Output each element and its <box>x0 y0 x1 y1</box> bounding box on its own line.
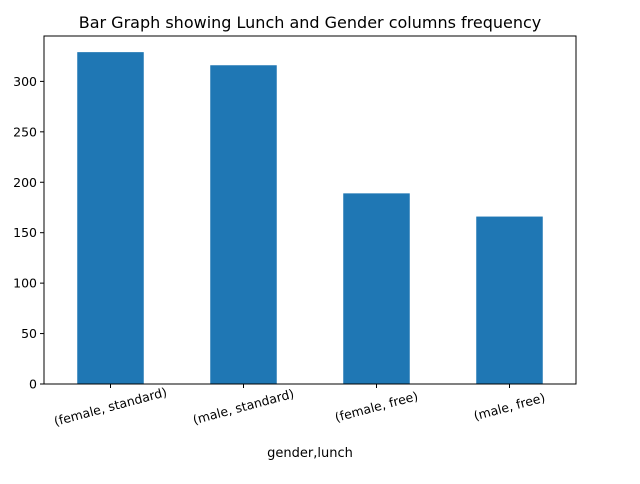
x-tick-label: (female, standard) <box>52 384 168 429</box>
y-axis-ticks: 0 50 100 150 200 250 300 <box>13 74 44 392</box>
bar-0 <box>77 52 144 384</box>
plot-frame <box>43 35 577 385</box>
y-tick-label: 300 <box>13 74 37 89</box>
y-tick-label: 200 <box>13 175 37 190</box>
x-axis-label: gender,lunch <box>267 446 353 461</box>
x-tick-label: (male, free) <box>472 390 547 423</box>
chart-title: Bar Graph showing Lunch and Gender colum… <box>79 13 542 32</box>
bar-1 <box>210 65 277 384</box>
x-tick-label: (male, standard) <box>191 386 295 427</box>
y-tick-label: 150 <box>13 225 37 240</box>
x-tick-label: (female, free) <box>333 388 419 425</box>
bars-layer <box>77 52 543 384</box>
y-tick-label: 50 <box>21 326 37 341</box>
y-tick-label: 250 <box>13 124 37 139</box>
x-axis-ticks: (female, standard) (male, standard) (femal… <box>52 384 547 429</box>
bar-3 <box>476 216 543 384</box>
y-tick-label: 100 <box>13 276 37 291</box>
y-tick-label: 0 <box>29 377 37 392</box>
bar-2 <box>343 193 410 384</box>
